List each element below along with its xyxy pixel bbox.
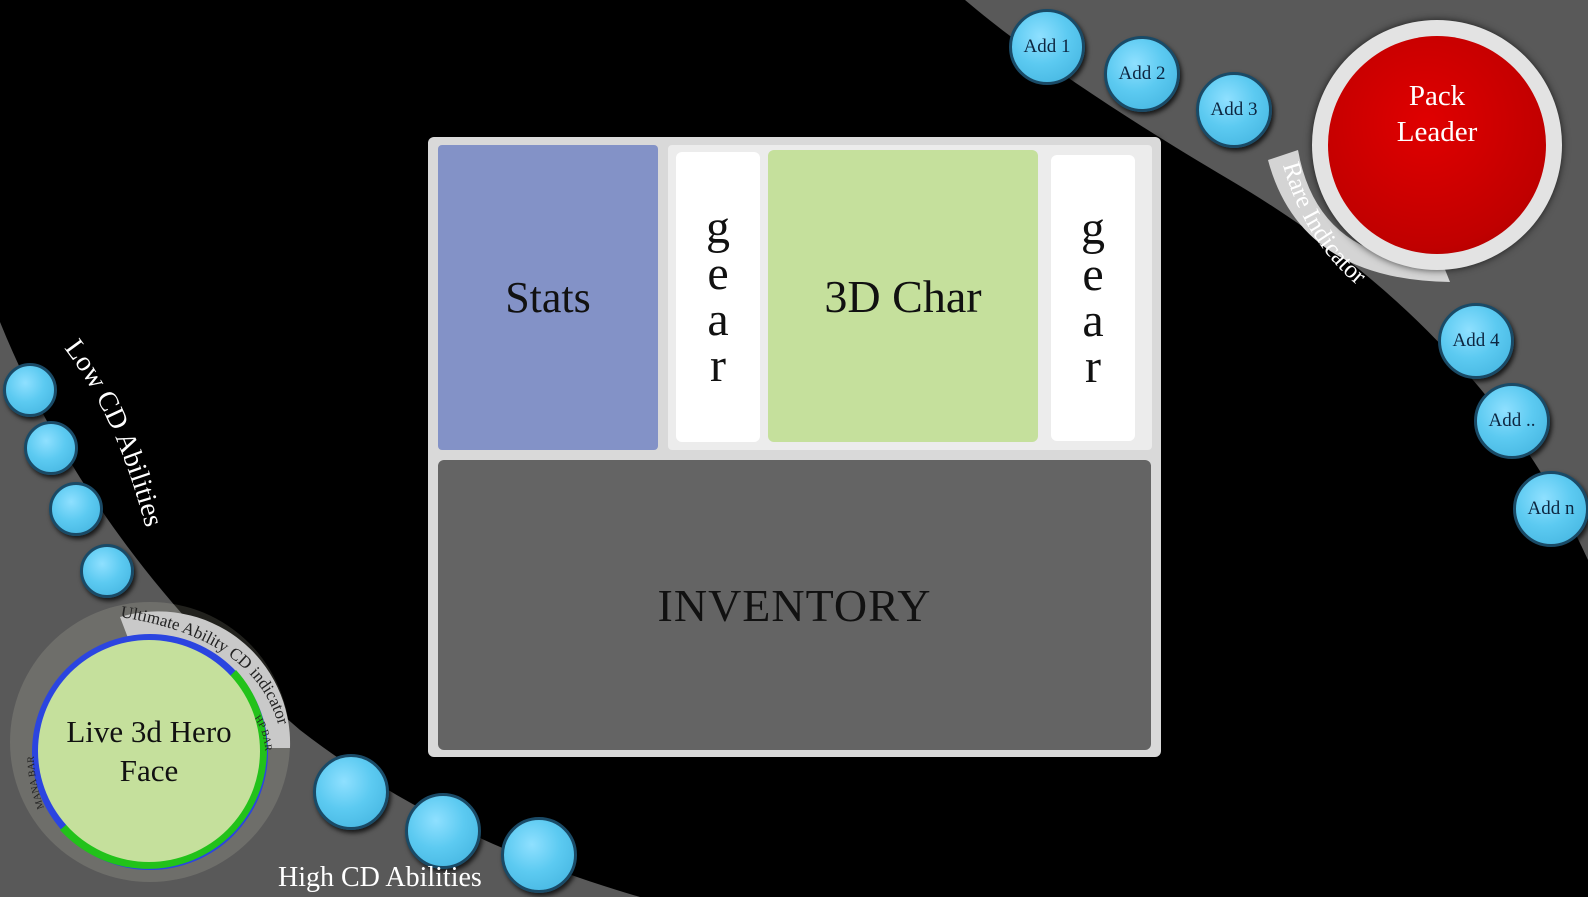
low-cd-ability-1[interactable] [3, 363, 57, 417]
low-cd-ability-3[interactable] [49, 482, 103, 536]
hero-face-portrait[interactable]: Live 3d Hero Face [38, 640, 260, 862]
add-1-bubble[interactable]: Add 1 [1009, 9, 1085, 85]
gear-slot-right[interactable]: g e a r [1051, 155, 1135, 441]
add-n-bubble[interactable]: Add n [1513, 471, 1588, 547]
gear-letter: a [1082, 294, 1104, 347]
gear-slot-left[interactable]: g e a r [676, 152, 760, 442]
add-more-bubble[interactable]: Add .. [1474, 383, 1550, 459]
add-2-bubble[interactable]: Add 2 [1104, 36, 1180, 112]
gear-letter: g [706, 201, 730, 254]
gear-letter: r [1085, 340, 1101, 393]
high-cd-ability-1[interactable] [313, 754, 389, 830]
hero-face-label: Live 3d Hero [66, 714, 232, 749]
inventory-label: INVENTORY [657, 579, 932, 631]
stats-panel[interactable]: Stats [438, 145, 658, 450]
ultimate-ability-arc [120, 611, 291, 748]
hero-face-label: Face [119, 753, 179, 788]
3d-char-label: 3D Char [824, 270, 982, 322]
gear-letter: g [1081, 202, 1105, 255]
pack-leader-label: Pack [1408, 80, 1466, 112]
add-label: Add .. [1488, 410, 1536, 431]
add-label: Add 3 [1210, 99, 1258, 120]
high-cd-ability-2[interactable] [405, 793, 481, 869]
gear-area: g e a r 3D Char g e a r [668, 145, 1152, 450]
add-label: Add n [1527, 498, 1575, 519]
pack-leader-portrait[interactable]: Pack Leader [1328, 36, 1546, 254]
pack-leader-ring: Pack Leader [1312, 20, 1562, 270]
character-panel: Stats g e a r 3D Char g e a r INVENTORY [428, 137, 1161, 757]
3d-character-view[interactable]: 3D Char [768, 150, 1038, 442]
add-3-bubble[interactable]: Add 3 [1196, 72, 1272, 148]
inventory-panel[interactable]: INVENTORY [438, 460, 1151, 750]
low-cd-ability-4[interactable] [80, 544, 134, 598]
add-label: Add 1 [1023, 36, 1071, 57]
stats-label: Stats [505, 273, 591, 322]
add-label: Add 2 [1118, 63, 1166, 84]
add-4-bubble[interactable]: Add 4 [1438, 303, 1514, 379]
gear-letter: a [707, 293, 729, 346]
gear-letter: r [710, 339, 726, 392]
pack-leader-label: Leader [1396, 116, 1478, 148]
high-cd-ability-3[interactable] [501, 817, 577, 893]
high-cd-abilities-label: High CD Abilities [278, 862, 482, 893]
gear-letter: e [707, 247, 729, 300]
add-label: Add 4 [1452, 330, 1500, 351]
gear-letter: e [1082, 248, 1104, 301]
low-cd-ability-2[interactable] [24, 421, 78, 475]
